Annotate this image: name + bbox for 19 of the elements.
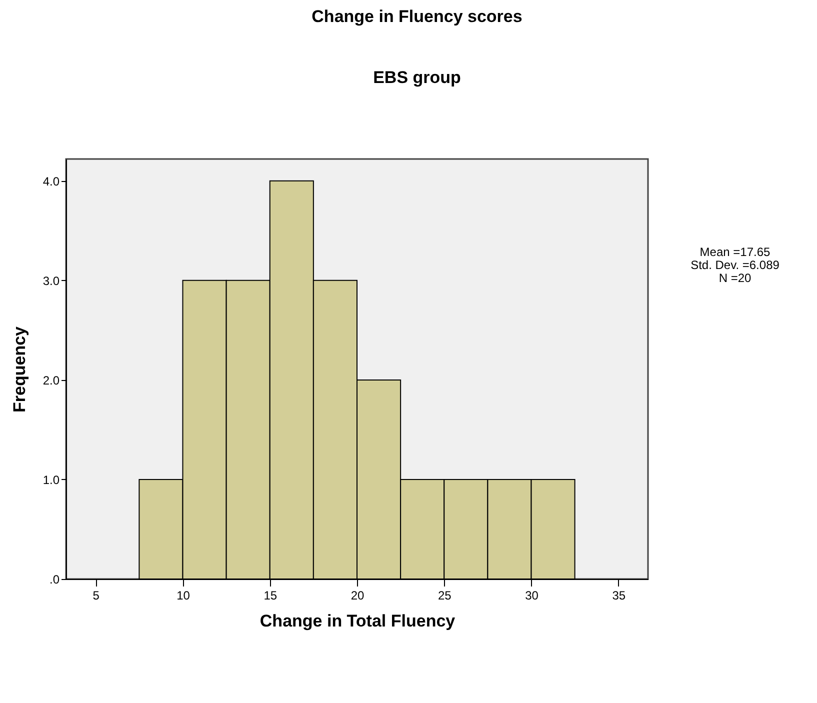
y-axis-title: Frequency — [10, 326, 29, 412]
x-axis-title: Change in Total Fluency — [260, 612, 456, 630]
y-tick-label: 2.0 — [42, 373, 60, 388]
x-tick-label: 25 — [438, 588, 452, 602]
text: Std. Dev. =6.089 — [690, 258, 780, 272]
text: Mean =17.65 — [698, 245, 772, 259]
y-tick-label: 1.0 — [42, 472, 60, 487]
y-tick-label: .0 — [49, 572, 60, 586]
x-tick-label: 30 — [525, 588, 539, 602]
x-tick-label: 35 — [612, 588, 626, 602]
y-tick-label: 3.0 — [42, 274, 60, 288]
x-tick-label: 10 — [176, 588, 190, 602]
chart-title: Change in Fluency scores — [312, 7, 522, 26]
x-tick-label: 15 — [264, 588, 278, 602]
x-tick-label: 5 — [92, 588, 100, 602]
y-tick-label: 4.0 — [42, 174, 60, 188]
x-tick-label: 20 — [350, 588, 364, 602]
text: N =20 — [718, 271, 752, 285]
chart-subtitle: EBS group — [373, 68, 461, 87]
